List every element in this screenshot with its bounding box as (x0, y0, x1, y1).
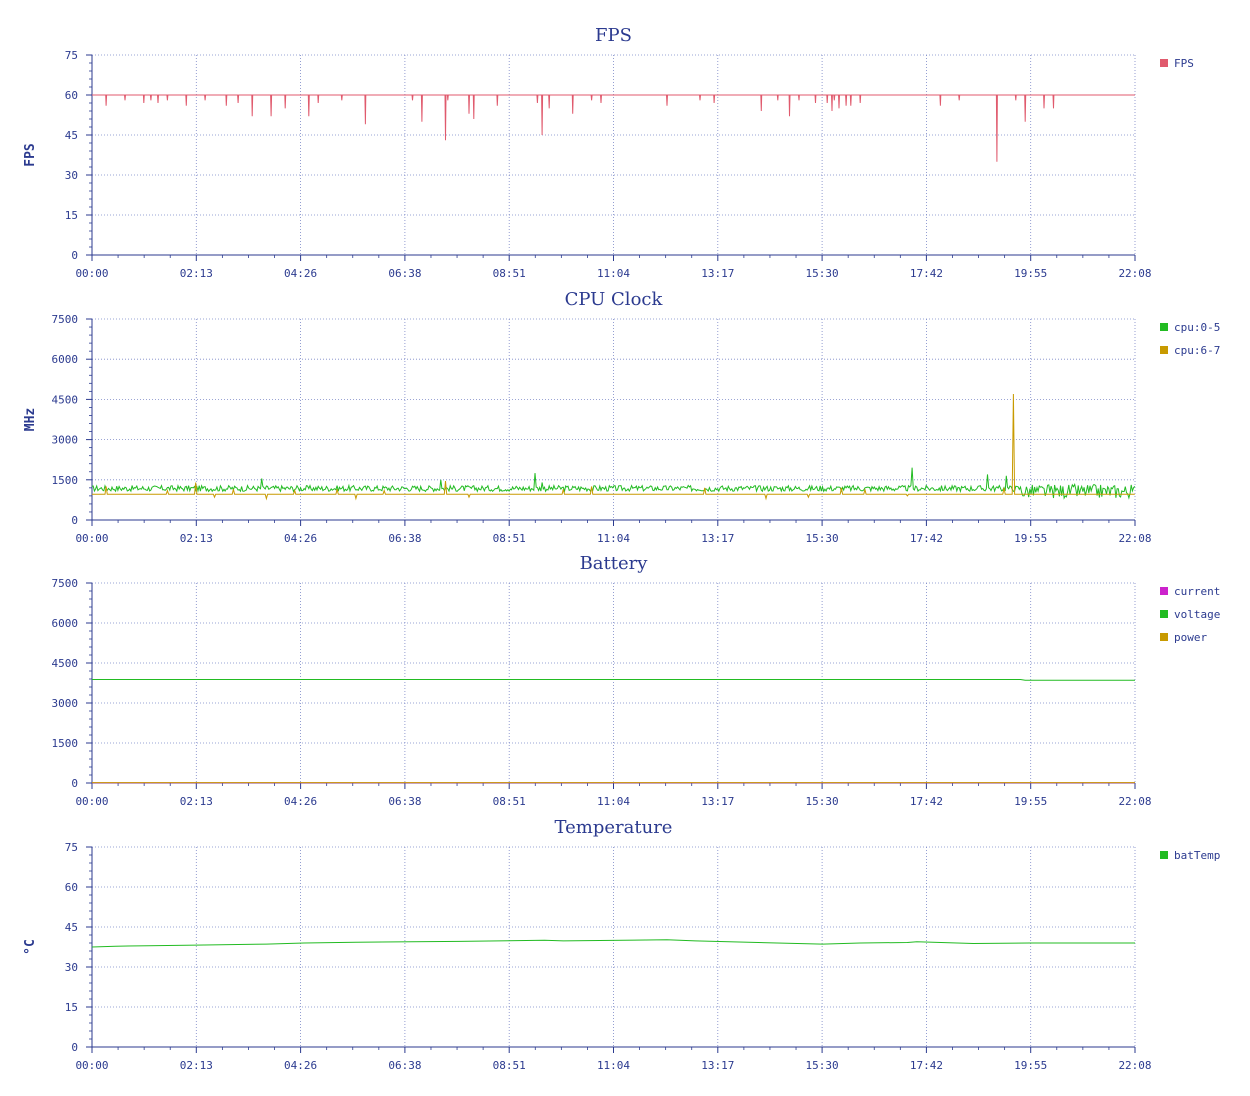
chart-1-x-tick-label: 11:04 (597, 532, 630, 545)
chart-1-x-tick-label: 00:00 (75, 532, 108, 545)
chart-3-x-tick-label: 00:00 (75, 1059, 108, 1072)
chart-3-legend-swatch (1160, 851, 1168, 859)
chart-0-x-tick-label: 00:00 (75, 267, 108, 280)
chart-1-x-tick-label: 02:13 (180, 532, 213, 545)
chart-3-y-tick-label: 75 (65, 841, 78, 854)
chart-3-x-tick-label: 22:08 (1118, 1059, 1151, 1072)
chart-0-x-tick-label: 04:26 (284, 267, 317, 280)
chart-2-series-voltage-line (92, 679, 1135, 681)
chart-2-legend-swatch (1160, 610, 1168, 618)
chart-2-x-tick-label: 00:00 (75, 795, 108, 808)
chart-3-y-label: °C (23, 939, 38, 955)
chart-2-y-tick-label: 3000 (52, 697, 79, 710)
chart-2-title: Battery (580, 553, 649, 574)
chart-3-legend-label: batTemp (1174, 849, 1220, 862)
chart-1-y-tick-label: 6000 (52, 353, 79, 366)
chart-1-y-label: MHz (23, 408, 38, 431)
chart-0-x-tick-label: 13:17 (701, 267, 734, 280)
chart-1-x-tick-label: 19:55 (1014, 532, 1047, 545)
chart-0-x-tick-label: 02:13 (180, 267, 213, 280)
chart-1-legend-label: cpu:0-5 (1174, 321, 1220, 334)
chart-1-legend-swatch (1160, 346, 1168, 354)
chart-2-legend-label: current (1174, 585, 1220, 598)
chart-0-series-FPS-line (92, 94, 1135, 162)
chart-3-x-tick-label: 15:30 (806, 1059, 839, 1072)
chart-2-y-tick-label: 0 (71, 777, 78, 790)
chart-2-x-tick-label: 11:04 (597, 795, 630, 808)
chart-2-x-tick-label: 19:55 (1014, 795, 1047, 808)
chart-2-legend-swatch (1160, 633, 1168, 641)
chart-3-series-batTemp-line (91, 939, 1135, 948)
chart-2-y-tick-label: 1500 (52, 737, 79, 750)
chart-0-y-tick-label: 15 (65, 209, 78, 222)
chart-3-y-tick-label: 0 (71, 1041, 78, 1054)
chart-0-x-tick-label: 15:30 (806, 267, 839, 280)
chart-2-x-tick-label: 22:08 (1118, 795, 1151, 808)
chart-1-legend-label: cpu:6-7 (1174, 344, 1220, 357)
chart-1-y-tick-label: 4500 (52, 393, 79, 406)
chart-1-x-tick-label: 13:17 (701, 532, 734, 545)
chart-0-y-tick-label: 30 (65, 169, 78, 182)
chart-2-y-tick-label: 6000 (52, 617, 79, 630)
chart-0-x-tick-label: 06:38 (388, 267, 421, 280)
chart-3-x-tick-label: 19:55 (1014, 1059, 1047, 1072)
chart-0-x-tick-label: 19:55 (1014, 267, 1047, 280)
chart-3-y-tick-label: 60 (65, 881, 78, 894)
chart-0-legend-swatch (1160, 59, 1168, 67)
chart-0-y-tick-label: 45 (65, 129, 78, 142)
chart-3-x-tick-label: 04:26 (284, 1059, 317, 1072)
chart-0-x-tick-label: 11:04 (597, 267, 630, 280)
chart-1-x-tick-label: 04:26 (284, 532, 317, 545)
chart-2-x-tick-label: 15:30 (806, 795, 839, 808)
chart-1-x-tick-label: 15:30 (806, 532, 839, 545)
chart-1-legend-swatch (1160, 323, 1168, 331)
chart-0-y-tick-label: 60 (65, 89, 78, 102)
chart-3-x-tick-label: 17:42 (910, 1059, 943, 1072)
chart-1-x-tick-label: 22:08 (1118, 532, 1151, 545)
chart-1-y-tick-label: 7500 (52, 313, 79, 326)
chart-0-title: FPS (595, 25, 632, 46)
chart-2-x-tick-label: 04:26 (284, 795, 317, 808)
chart-3-x-tick-label: 06:38 (388, 1059, 421, 1072)
chart-2-legend-label: power (1174, 631, 1207, 644)
chart-3-y-tick-label: 45 (65, 921, 78, 934)
chart-0-y-label: FPS (23, 143, 38, 167)
chart-3-x-tick-label: 11:04 (597, 1059, 630, 1072)
chart-3-x-tick-label: 02:13 (180, 1059, 213, 1072)
chart-1-x-tick-label: 08:51 (493, 532, 526, 545)
chart-2-y-tick-label: 4500 (52, 657, 79, 670)
chart-0-legend-label: FPS (1174, 57, 1194, 70)
chart-2-x-tick-label: 06:38 (388, 795, 421, 808)
chart-0-y-tick-label: 0 (71, 249, 78, 262)
chart-2-legend-label: voltage (1174, 608, 1220, 621)
chart-3-x-tick-label: 08:51 (493, 1059, 526, 1072)
chart-2-x-tick-label: 13:17 (701, 795, 734, 808)
chart-3-y-tick-label: 30 (65, 961, 78, 974)
chart-2-y-tick-label: 7500 (52, 577, 79, 590)
chart-1-x-tick-label: 17:42 (910, 532, 943, 545)
chart-3-x-tick-label: 13:17 (701, 1059, 734, 1072)
chart-1-y-tick-label: 1500 (52, 474, 79, 487)
chart-1-y-tick-label: 3000 (52, 434, 79, 447)
chart-2-legend-swatch (1160, 587, 1168, 595)
chart-3-y-tick-label: 15 (65, 1001, 78, 1014)
chart-0-x-tick-label: 08:51 (493, 267, 526, 280)
chart-1-title: CPU Clock (565, 289, 664, 310)
chart-0-y-tick-label: 75 (65, 49, 78, 62)
chart-1-series-cpu-0-5-line (91, 467, 1136, 500)
chart-0-x-tick-label: 22:08 (1118, 267, 1151, 280)
chart-0-x-tick-label: 17:42 (910, 267, 943, 280)
chart-3-title: Temperature (555, 817, 673, 838)
chart-2-x-tick-label: 08:51 (493, 795, 526, 808)
chart-1-x-tick-label: 06:38 (388, 532, 421, 545)
chart-2-x-tick-label: 17:42 (910, 795, 943, 808)
chart-1-series-cpu-6-7-line (92, 393, 1135, 501)
chart-2-x-tick-label: 02:13 (180, 795, 213, 808)
chart-1-y-tick-label: 0 (71, 514, 78, 527)
